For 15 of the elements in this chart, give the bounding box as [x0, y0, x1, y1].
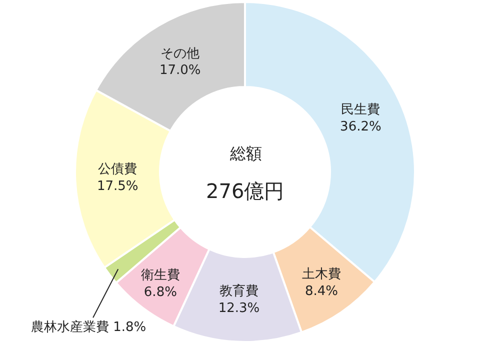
slice-label: 民生費 [341, 102, 380, 118]
data-label: 17.5% [96, 178, 138, 194]
text: 276億円 [206, 179, 284, 203]
data-label: 12.3% [218, 300, 260, 316]
slice-label: その他 [160, 46, 200, 62]
slice-label: 衛生費 [140, 268, 180, 283]
slice-label: 農林水産業費 1.8% [31, 319, 146, 335]
data-label: 6.8% [144, 284, 177, 300]
slice-label: 土木費 [302, 267, 341, 282]
data-label: 17.0% [159, 63, 201, 78]
slice-label: 教育費 [219, 282, 258, 299]
text: 総額 [229, 144, 262, 163]
data-label: 8.4% [304, 284, 338, 299]
data-label: 36.2% [340, 119, 382, 134]
slice-label: 公債費 [98, 162, 138, 178]
